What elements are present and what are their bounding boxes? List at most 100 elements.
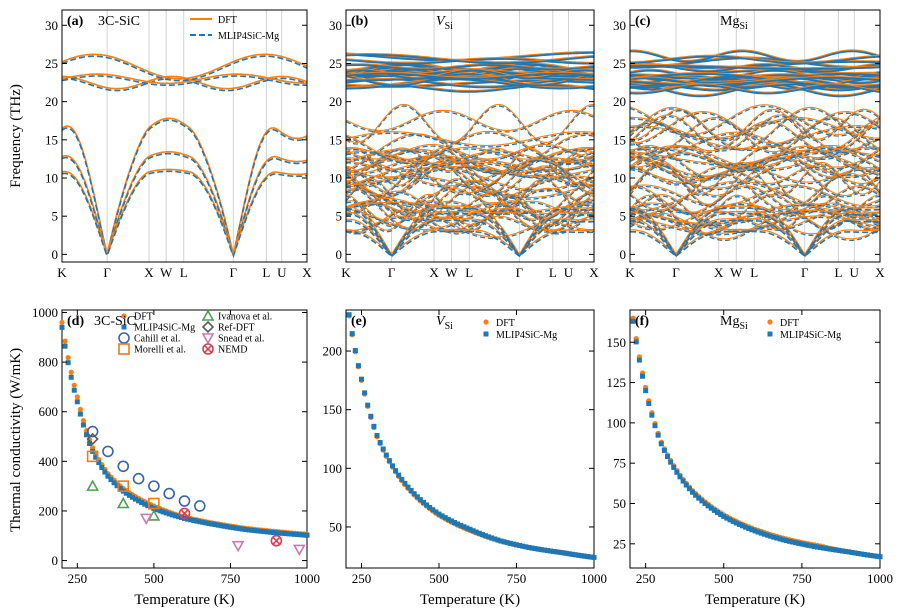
supercell-band-dft	[630, 184, 880, 207]
kappa-point-mlip	[139, 500, 145, 506]
supercell-band-mlip	[630, 146, 880, 180]
kappa-point-mlip	[252, 528, 258, 534]
kappa-point-mlip	[276, 530, 282, 536]
kappa-point-mlip	[212, 522, 218, 528]
kappa-point-mlip	[405, 484, 411, 490]
kpoint-label: Γ	[672, 265, 680, 280]
kappa-point-mlip	[877, 554, 883, 560]
kappa-point-mlip	[569, 551, 575, 557]
kappa-point-mlip	[289, 531, 295, 537]
kappa-point-mlip	[301, 532, 307, 538]
legend-entry: MLIP4SiC-Mg	[496, 330, 557, 341]
kappa-point-mlip	[203, 520, 209, 526]
kappa-point-mlip	[455, 521, 461, 527]
exp-point-snead	[139, 513, 153, 526]
x-tick-label: 1000	[581, 571, 607, 586]
kappa-point-mlip	[514, 542, 519, 548]
branch-lo-dft	[62, 53, 307, 80]
supercell-optical-mlip	[630, 55, 880, 65]
kappa-point-mlip	[492, 536, 498, 542]
kappa-point-mlip	[224, 524, 230, 530]
kappa-point-mlip	[765, 532, 770, 538]
kappa-point-mlip	[504, 540, 510, 546]
x-axis-label: Temperature (K)	[134, 592, 234, 608]
y-tick-label: 25	[613, 536, 626, 551]
supercell-band-dft	[346, 178, 594, 215]
kappa-point-mlip	[815, 544, 820, 550]
kappa-point-mlip	[371, 423, 377, 429]
kappa-point-mlip	[188, 517, 194, 523]
y-tick-label: 20	[45, 94, 58, 109]
branch-to2-dft	[62, 73, 307, 85]
kappa-point-mlip	[874, 553, 880, 559]
legend-entry: Cahill et al.	[134, 334, 180, 345]
supercell-band-mlip	[630, 195, 880, 231]
panel-title-main: Mg	[720, 14, 739, 29]
kappa-point-mlip	[705, 503, 711, 509]
supercell-band-dft	[346, 187, 594, 206]
supercell-band-mlip	[346, 151, 594, 166]
panel-label: (a)	[67, 14, 84, 29]
kappa-point-mlip	[858, 551, 864, 557]
kappa-point-mlip	[464, 525, 470, 531]
kappa-point-mlip	[661, 447, 667, 453]
kappa-point-mlip	[304, 532, 310, 538]
kappa-point-mlip	[674, 469, 680, 475]
supercell-optical-dft	[630, 75, 880, 85]
supercell-band-mlip	[630, 174, 880, 213]
kappa-point-mlip	[185, 516, 191, 522]
legend-marker	[118, 332, 130, 344]
legend-entry: NEMD	[218, 345, 247, 356]
kpoint-label: X	[714, 265, 724, 280]
kpoint-label: W	[445, 265, 458, 280]
kappa-point-mlip	[359, 376, 364, 382]
supercell-band-dft	[630, 145, 880, 171]
kappa-point-dft	[59, 319, 65, 326]
supercell-optical-mlip	[630, 76, 880, 87]
exp-point-ivanova	[116, 496, 130, 509]
kappa-point-mlip	[827, 546, 833, 552]
kappa-point-mlip	[668, 459, 674, 465]
kappa-point-mlip	[799, 541, 805, 547]
kappa-point-mlip	[105, 473, 111, 479]
kappa-point-mlip	[295, 532, 301, 538]
kappa-point-mlip	[148, 504, 154, 510]
y-tick-label: 800	[39, 355, 59, 370]
kappa-point-mlip	[633, 339, 639, 345]
kappa-point-mlip	[346, 312, 352, 318]
kappa-point-mlip	[473, 529, 479, 535]
y-tick-label: 20	[329, 94, 342, 109]
kappa-point-mlip	[129, 494, 135, 500]
y-tick-label: 10	[45, 171, 58, 186]
panel-frame	[61, 9, 308, 263]
supercell-band-mlip	[630, 112, 880, 146]
kappa-point-mlip	[868, 552, 874, 558]
supercell-optical-mlip	[346, 72, 594, 80]
kappa-point-mlip	[715, 510, 720, 516]
y-tick-label: 15	[329, 132, 342, 147]
kappa-point-mlip	[721, 513, 727, 519]
bands	[346, 51, 594, 258]
supercell-acoustic-mlip	[630, 212, 880, 258]
panel-title-main: Mg	[720, 314, 739, 329]
supercell-optical-mlip	[346, 57, 594, 65]
kappa-point-mlip	[267, 529, 273, 535]
supercell-band-mlip	[346, 176, 594, 220]
supercell-band-dft	[346, 109, 594, 131]
branch-ta2-mlip	[62, 152, 307, 258]
legend-marker	[483, 331, 489, 337]
kappa-point-mlip	[197, 519, 203, 525]
supercell-band-mlip	[630, 215, 880, 236]
kappa-point-mlip	[824, 546, 830, 552]
kappa-point-mlip	[99, 464, 105, 470]
kappa-point-mlip	[80, 422, 86, 428]
exp-point-cahill	[163, 487, 175, 500]
kappa-point-mlip	[649, 412, 655, 418]
exp-point-cahill	[132, 472, 145, 485]
kappa-point-dft	[68, 369, 74, 375]
exp-point-cahill	[148, 480, 160, 492]
y-tick-label: 15	[45, 132, 58, 147]
panel-frame	[345, 309, 595, 569]
kappa-point-mlip	[652, 423, 658, 429]
